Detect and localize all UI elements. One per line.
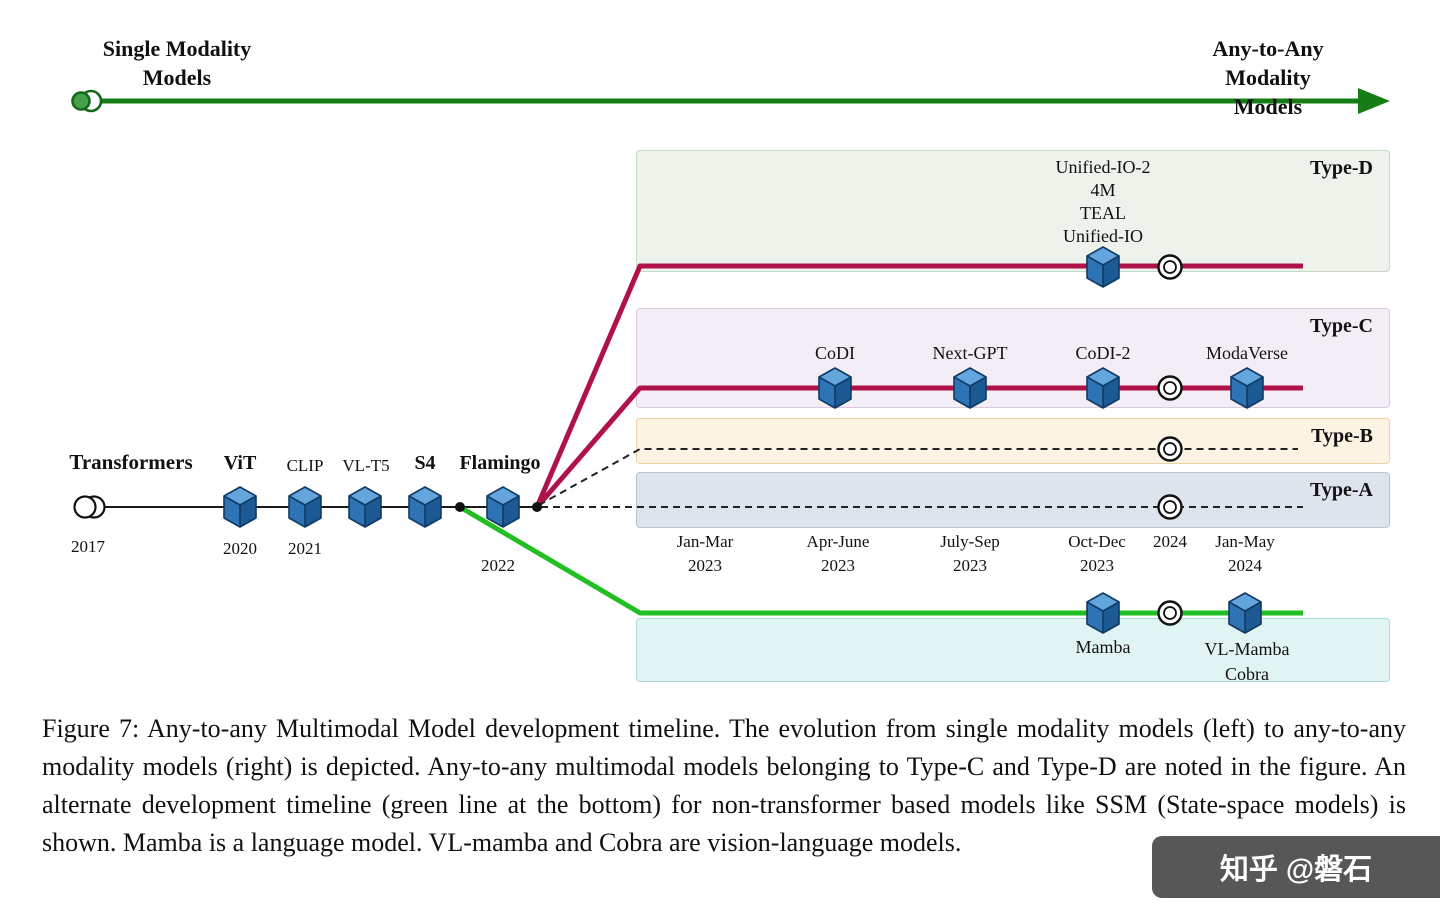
year-2021: 2021 bbox=[288, 539, 322, 558]
unified-io-cube-icon bbox=[1086, 246, 1120, 288]
type-c-label: Type-C bbox=[1310, 315, 1373, 337]
clip-cube-icon bbox=[288, 486, 322, 528]
transformers-node-icon bbox=[73, 495, 106, 519]
next-gpt-label: Next-GPT bbox=[932, 343, 1008, 363]
single-modality-label: Single Modality Models bbox=[102, 36, 252, 90]
codi-cube-icon bbox=[818, 367, 852, 409]
codi-2-label: CoDI-2 bbox=[1075, 343, 1131, 363]
type-d-label: Type-D bbox=[1310, 157, 1373, 179]
modaverse-label: ModaVerse bbox=[1206, 343, 1288, 363]
tick-july-sep-2023: July-Sep 2023 bbox=[940, 532, 1000, 575]
band-type-d: Type-D bbox=[636, 150, 1390, 272]
vl-t5-label: VL-T5 bbox=[342, 456, 390, 475]
vl-t5-cube-icon bbox=[348, 486, 382, 528]
band-type-b: Type-B bbox=[636, 418, 1390, 464]
band-type-a: Type-A bbox=[636, 472, 1390, 528]
vl-mamba-cube-icon bbox=[1228, 592, 1262, 634]
vl-mamba-cobra-label: VL-Mamba Cobra bbox=[1204, 639, 1290, 684]
type-d-models-stack: Unified-IO-2 4M TEAL Unified-IO bbox=[1055, 157, 1151, 246]
year-2022: 2022 bbox=[481, 556, 515, 575]
flamingo-label: Flamingo bbox=[459, 452, 541, 474]
timeline-start-icon bbox=[71, 89, 103, 113]
mamba-label: Mamba bbox=[1075, 637, 1131, 657]
transformers-label: Transformers bbox=[69, 450, 193, 474]
type-c-2024-marker-icon bbox=[1157, 375, 1183, 401]
top-arrow-head-icon bbox=[1358, 88, 1390, 114]
vit-cube-icon bbox=[223, 486, 257, 528]
year-2020: 2020 bbox=[223, 539, 257, 558]
type-a-label: Type-A bbox=[1310, 479, 1373, 501]
s4-cube-icon bbox=[408, 486, 442, 528]
tick-oct-dec-2023: Oct-Dec 2023 bbox=[1068, 532, 1126, 575]
mamba-cube-icon bbox=[1086, 592, 1120, 634]
type-b-label: Type-B bbox=[1311, 425, 1373, 447]
tick-apr-june-2023: Apr-June 2023 bbox=[806, 532, 870, 575]
watermark: 知乎 @磐石 bbox=[1152, 836, 1440, 898]
flamingo-cube-icon bbox=[486, 486, 520, 528]
ssm-branch-dot bbox=[455, 502, 465, 512]
tick-jan-mar-2023: Jan-Mar 2023 bbox=[676, 532, 734, 575]
main-branch-dot bbox=[532, 502, 542, 512]
type-d-2024-marker-icon bbox=[1157, 254, 1183, 280]
watermark-text: 知乎 @磐石 bbox=[1219, 854, 1373, 886]
type-a-2024-marker-icon bbox=[1157, 494, 1183, 520]
type-b-2024-marker-icon bbox=[1157, 436, 1183, 462]
vit-label: ViT bbox=[223, 452, 257, 474]
tick-2024: 2024 bbox=[1153, 532, 1187, 551]
next-gpt-cube-icon bbox=[953, 367, 987, 409]
modaverse-cube-icon bbox=[1230, 367, 1264, 409]
codi-2-cube-icon bbox=[1086, 367, 1120, 409]
tick-jan-may-2024: Jan-May 2024 bbox=[1215, 532, 1275, 575]
figure-caption: Figure 7: Any-to-any Multimodal Model de… bbox=[42, 714, 1406, 857]
band-ssm bbox=[636, 618, 1390, 682]
year-2017: 2017 bbox=[71, 537, 105, 556]
ssm-2024-marker-icon bbox=[1157, 600, 1183, 626]
any-to-any-modality-label: Any-to-Any Modality Models bbox=[1212, 36, 1324, 119]
clip-label: CLIP bbox=[286, 456, 324, 475]
s4-label: S4 bbox=[414, 452, 436, 474]
codi-label: CoDI bbox=[815, 343, 855, 363]
